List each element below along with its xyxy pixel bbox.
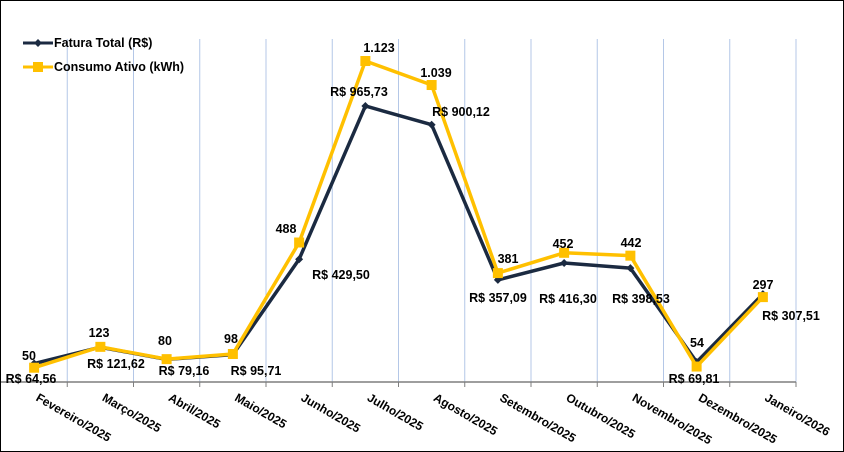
data-label-consumo: 452	[553, 237, 574, 251]
data-labels: R$ 64,56 R$ 121,62 R$ 79,16 R$ 95,71 R$ 429,…	[6, 41, 820, 386]
data-point-consumo	[691, 361, 702, 372]
data-label-fatura: R$ 307,51	[762, 309, 820, 323]
data-point-consumo	[559, 247, 570, 258]
data-label-consumo: 381	[498, 252, 519, 266]
series-line-consumo	[33, 59, 765, 370]
gridlines	[66, 39, 797, 382]
data-point-consumo	[95, 341, 106, 352]
legend-marker-square-icon	[33, 62, 43, 72]
x-tick-label: Agosto/2025	[431, 390, 500, 438]
x-tick-label: Março/2025	[100, 390, 164, 435]
data-label-fatura: R$ 95,71	[231, 364, 282, 378]
data-point-fatura	[295, 255, 304, 264]
data-point-fatura	[626, 264, 635, 273]
data-label-fatura: R$ 416,30	[539, 292, 597, 306]
data-label-fatura: R$ 357,09	[469, 291, 527, 305]
data-label-consumo: 1.039	[420, 66, 451, 80]
data-label-consumo: 442	[621, 236, 642, 250]
data-point-fatura	[560, 259, 569, 268]
series-lines	[29, 56, 768, 373]
data-label-consumo: 50	[22, 349, 36, 363]
data-label-consumo: 98	[224, 332, 238, 346]
x-tick-label: Maio/2025	[232, 390, 289, 431]
data-label-fatura: R$ 429,50	[312, 268, 370, 282]
data-point-consumo	[426, 80, 437, 91]
data-label-fatura: R$ 398,53	[612, 292, 670, 306]
data-point-consumo	[227, 348, 238, 359]
data-label-consumo: 1.123	[363, 41, 394, 55]
data-label-consumo: 488	[276, 222, 297, 236]
legend-label-consumo: Consumo Ativo (kWh)	[54, 60, 184, 74]
legend-marker-diamond-icon	[34, 39, 42, 47]
data-label-fatura: R$ 69,81	[669, 372, 720, 386]
data-label-fatura: R$ 900,12	[432, 105, 490, 119]
data-label-consumo: 123	[89, 326, 110, 340]
data-point-consumo	[492, 268, 503, 279]
data-point-fatura	[427, 120, 436, 129]
data-point-consumo	[757, 292, 768, 303]
legend-label-fatura: Fatura Total (R$)	[54, 36, 152, 50]
data-point-consumo	[294, 237, 305, 248]
data-label-consumo: 54	[690, 336, 704, 350]
data-point-consumo	[29, 362, 40, 373]
data-point-consumo	[360, 56, 371, 67]
x-tick-label: Julho/2025	[365, 390, 426, 433]
data-point-consumo	[625, 250, 636, 261]
data-point-consumo	[161, 354, 172, 365]
x-tick-label: Junho/2025	[299, 390, 363, 435]
data-label-consumo: 297	[753, 278, 774, 292]
data-label-consumo: 80	[158, 334, 172, 348]
legend: Fatura Total (R$) Consumo Ativo (kWh)	[23, 36, 184, 74]
data-label-fatura: R$ 121,62	[87, 357, 145, 371]
data-label-fatura: R$ 64,56	[6, 372, 57, 386]
data-label-fatura: R$ 965,73	[330, 85, 388, 99]
data-point-fatura	[361, 101, 370, 110]
x-tick-label: Abril/2025	[166, 390, 223, 431]
data-label-fatura: R$ 79,16	[159, 364, 210, 378]
